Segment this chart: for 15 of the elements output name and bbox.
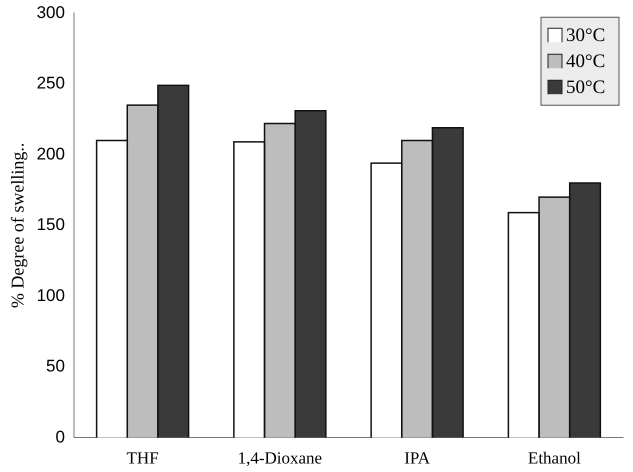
x-tick-label: THF (126, 448, 159, 468)
y-tick-label: 50 (46, 356, 65, 376)
y-tick-label: 300 (36, 2, 65, 22)
x-tick-label: 1,4-Dioxane (238, 448, 322, 468)
legend-label: 40°C (566, 51, 606, 72)
legend-label: 30°C (566, 25, 606, 46)
y-tick-label: 200 (36, 144, 65, 164)
x-tick-label: IPA (404, 448, 431, 468)
y-tick-label: 250 (36, 74, 65, 93)
y-tick-label: 0 (55, 427, 65, 446)
y-tick-label: 150 (36, 215, 65, 234)
legend-label: 50°C (566, 77, 606, 98)
y-axis-title: % Degree of swelling.. (8, 142, 28, 308)
x-tick-label: Ethanol (528, 448, 582, 468)
y-tick-label: 100 (36, 286, 65, 305)
